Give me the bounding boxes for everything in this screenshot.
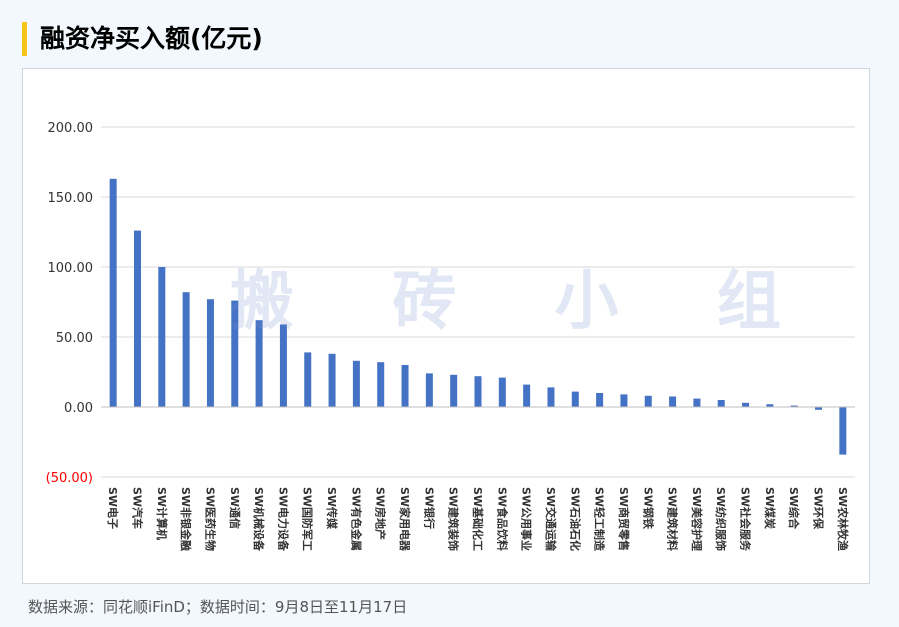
x-tick-label: SW电子 <box>106 487 120 529</box>
bar <box>304 352 312 407</box>
bar <box>742 402 750 407</box>
bar <box>158 267 166 407</box>
x-tick-label: SW轻工制造 <box>593 487 607 552</box>
x-tick-label: SW非银金融 <box>179 487 193 551</box>
x-tick-label: SW基础化工 <box>471 487 485 551</box>
y-tick-label: 150.00 <box>48 191 94 206</box>
y-tick-label: 100.00 <box>48 261 94 276</box>
x-tick-label: SW综合 <box>787 487 801 530</box>
x-tick-label: SW建筑装饰 <box>447 487 461 551</box>
bar <box>571 391 579 407</box>
x-tick-label: SW传媒 <box>325 487 339 530</box>
bar <box>182 292 190 407</box>
bar <box>328 353 336 407</box>
chart-panel: 200.00 150.00 100.00 50.00 0.00 (50.00) SW电子 SW… <box>22 68 870 584</box>
bar <box>815 407 823 410</box>
bar <box>790 405 798 407</box>
bar <box>133 230 141 407</box>
x-tick-label: SW国防军工 <box>301 487 315 551</box>
x-tick-label: SW钢铁 <box>641 487 655 529</box>
x-tick-label: SW建筑材料 <box>666 487 680 551</box>
x-tick-label: SW煤炭 <box>763 487 777 529</box>
y-tick-label: 50.00 <box>56 331 93 346</box>
x-tick-label: SW社会服务 <box>739 487 753 552</box>
x-tick-label: SW环保 <box>812 487 826 530</box>
bar <box>450 374 458 407</box>
x-tick-label: SW食品饮料 <box>495 487 509 551</box>
bar <box>279 324 287 407</box>
x-tick-label: SW有色金属 <box>349 487 363 551</box>
bar <box>523 384 531 407</box>
y-tick-label: 200.00 <box>48 121 94 136</box>
x-tick-label: SW商贸零售 <box>617 487 631 551</box>
bar <box>231 300 239 407</box>
bar <box>669 396 677 407</box>
bar <box>766 404 774 407</box>
bar <box>474 376 482 407</box>
bar-chart: 200.00 150.00 100.00 50.00 0.00 (50.00) SW电子 SW… <box>46 121 855 552</box>
data-source-note: 数据来源：同花顺iFinD；数据时间：9月8日至11月17日 <box>28 598 408 616</box>
x-tick-label: SW通信 <box>228 487 242 529</box>
chart-title: 融资净买入额(亿元) <box>40 24 263 53</box>
bar <box>401 365 409 407</box>
x-tick-label: SW房地产 <box>374 487 388 540</box>
bar <box>547 387 555 407</box>
x-tick-label: SW计算机 <box>155 487 169 540</box>
x-tick-label: SW电力设备 <box>276 487 290 552</box>
y-tick-label: 0.00 <box>64 401 93 416</box>
bar <box>109 178 117 407</box>
x-tick-label: SW公用事业 <box>520 487 534 551</box>
bar <box>693 398 701 407</box>
bar <box>644 395 652 407</box>
bar <box>206 299 214 407</box>
title-accent-bar <box>22 22 27 56</box>
bar <box>377 362 385 407</box>
y-tick-label: (50.00) <box>46 471 93 486</box>
x-tick-label: SW银行 <box>422 487 436 529</box>
x-tick-label: SW农林牧渔 <box>836 487 850 551</box>
x-tick-label: SW机械设备 <box>252 487 266 552</box>
x-tick-label: SW石油石化 <box>568 487 582 551</box>
x-tick-label: SW纺织服饰 <box>714 487 728 551</box>
bar <box>839 407 847 455</box>
bar <box>352 360 360 407</box>
x-tick-label: SW医药生物 <box>203 487 217 551</box>
bar <box>717 400 725 407</box>
x-tick-label: SW家用电器 <box>398 487 412 552</box>
x-tick-label: SW交通运输 <box>544 487 558 552</box>
bar <box>498 377 506 407</box>
bar <box>255 320 263 407</box>
bar <box>620 394 628 407</box>
bar <box>425 373 433 407</box>
bar <box>596 393 604 407</box>
x-tick-label: SW美容护理 <box>690 487 704 551</box>
x-tick-label: SW汽车 <box>130 487 144 529</box>
